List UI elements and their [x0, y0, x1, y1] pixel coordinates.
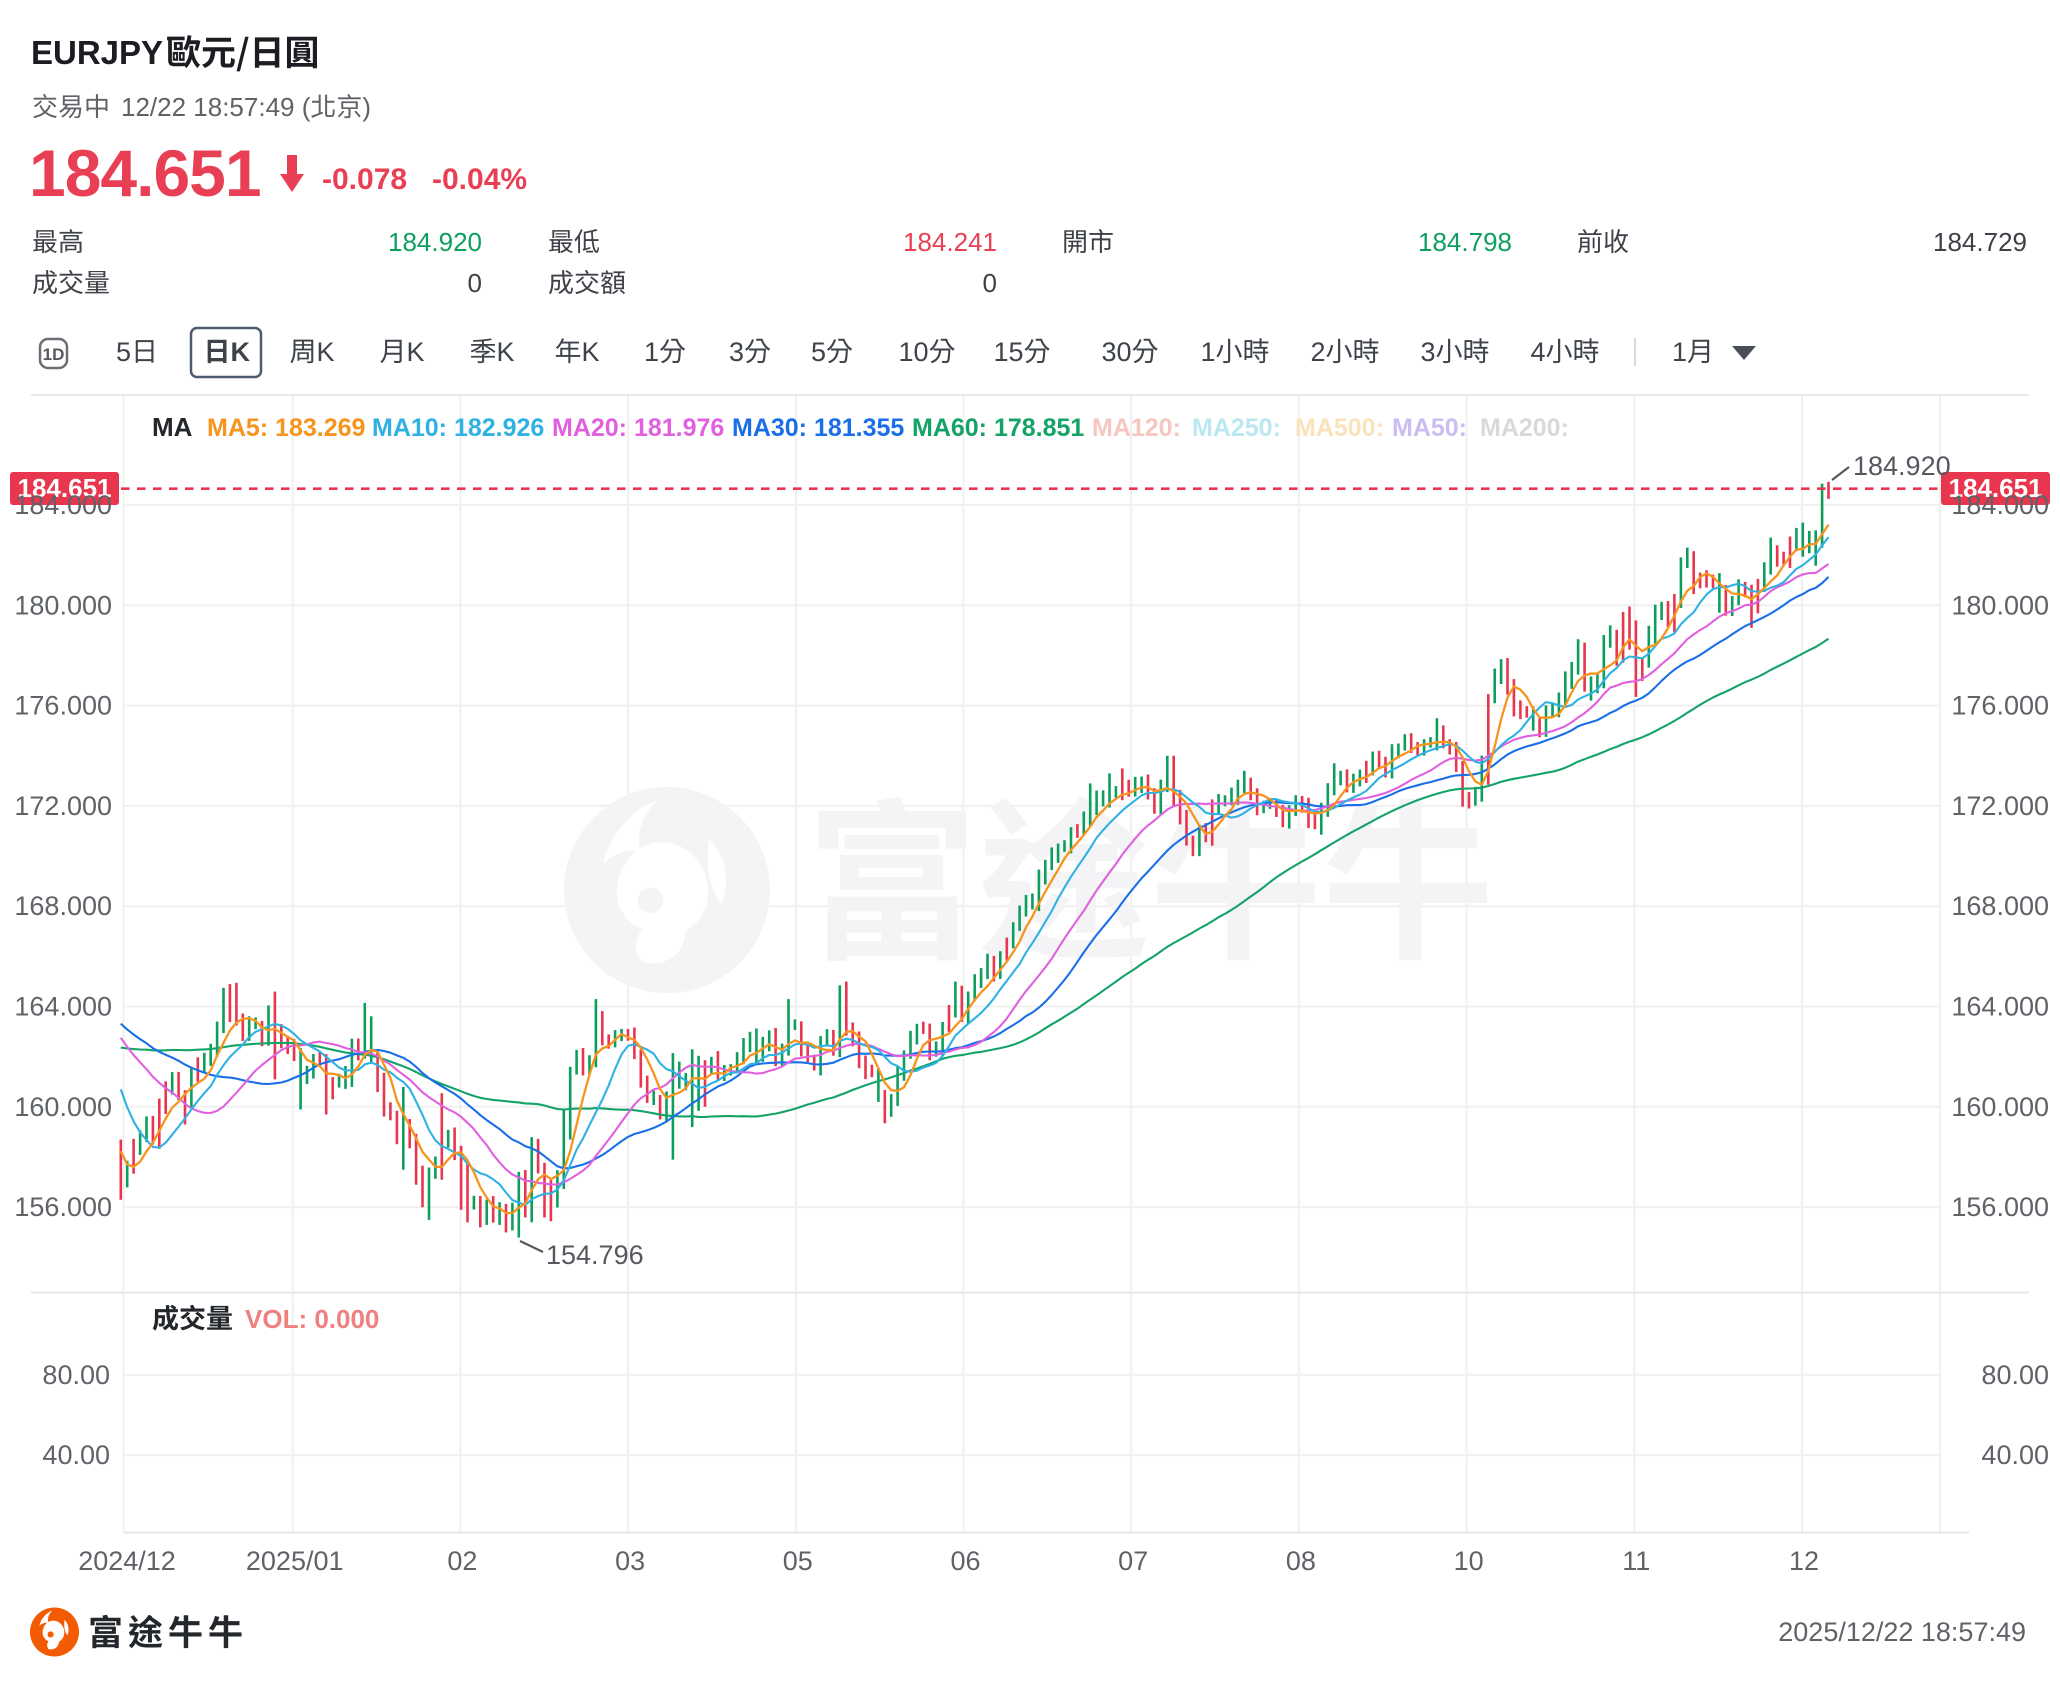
svg-text:10: 10 — [1454, 1546, 1484, 1576]
svg-text:10: 10 — [899, 337, 929, 367]
svg-text:0: 0 — [983, 268, 997, 298]
svg-text:02: 02 — [447, 1546, 477, 1576]
svg-text:4: 4 — [1531, 337, 1546, 367]
svg-text:184.651: 184.651 — [29, 136, 261, 210]
svg-text:184.000: 184.000 — [1951, 490, 2049, 520]
svg-text:184.241: 184.241 — [903, 227, 997, 257]
svg-text:184.798: 184.798 — [1418, 227, 1512, 257]
svg-text:K: K — [407, 337, 425, 367]
svg-text:15: 15 — [994, 337, 1024, 367]
svg-text:30: 30 — [1102, 337, 1132, 367]
svg-text:MA5: 183.269: MA5: 183.269 — [207, 414, 365, 442]
svg-text:MA500:: MA500: — [1295, 414, 1384, 442]
svg-text:40.00: 40.00 — [42, 1440, 110, 1470]
svg-text:-0.04%: -0.04% — [432, 163, 527, 196]
svg-text:12: 12 — [1789, 1546, 1819, 1576]
svg-text:06: 06 — [950, 1546, 980, 1576]
svg-text:2025/01: 2025/01 — [246, 1546, 344, 1576]
svg-text:154.796: 154.796 — [546, 1240, 644, 1270]
svg-text:07: 07 — [1118, 1546, 1148, 1576]
svg-text:EURJPY: EURJPY — [31, 34, 163, 71]
svg-text:40.00: 40.00 — [1981, 1440, 2049, 1470]
svg-text:180.000: 180.000 — [14, 590, 112, 620]
svg-text:VOL: 0.000: VOL: 0.000 — [245, 1304, 379, 1334]
svg-text:80.00: 80.00 — [42, 1360, 110, 1390]
svg-text:3: 3 — [1421, 337, 1436, 367]
svg-text:168.000: 168.000 — [1951, 891, 2049, 921]
svg-text:1: 1 — [644, 337, 659, 367]
svg-text:-0.078: -0.078 — [322, 163, 407, 196]
svg-text:80.00: 80.00 — [1981, 1360, 2049, 1390]
svg-text:0: 0 — [468, 268, 482, 298]
svg-text:MA60: 178.851: MA60: 178.851 — [912, 414, 1084, 442]
svg-text:MA30: 181.355: MA30: 181.355 — [732, 414, 904, 442]
svg-text:08: 08 — [1286, 1546, 1316, 1576]
svg-text:172.000: 172.000 — [1951, 791, 2049, 821]
svg-text:184.000: 184.000 — [14, 490, 112, 520]
svg-text:MA: MA — [152, 412, 193, 442]
svg-text:): ) — [362, 92, 371, 122]
svg-text:MA120:: MA120: — [1092, 414, 1181, 442]
svg-text:184.729: 184.729 — [1933, 227, 2027, 257]
svg-text:3: 3 — [729, 337, 744, 367]
svg-text:K: K — [497, 337, 515, 367]
svg-text:180.000: 180.000 — [1951, 590, 2049, 620]
svg-text:2: 2 — [1311, 337, 1326, 367]
svg-text:156.000: 156.000 — [1951, 1192, 2049, 1222]
svg-text:160.000: 160.000 — [1951, 1092, 2049, 1122]
svg-text:K: K — [231, 337, 251, 367]
svg-text:K: K — [582, 337, 600, 367]
svg-text:K: K — [317, 337, 335, 367]
svg-text:164.000: 164.000 — [1951, 992, 2049, 1022]
svg-text:05: 05 — [783, 1546, 813, 1576]
svg-text:1: 1 — [1201, 337, 1216, 367]
svg-text:184.920: 184.920 — [388, 227, 482, 257]
svg-text:168.000: 168.000 — [14, 891, 112, 921]
svg-text:12/22 18:57:49 (: 12/22 18:57:49 ( — [121, 92, 311, 122]
svg-text:176.000: 176.000 — [14, 691, 112, 721]
svg-text:11: 11 — [1622, 1546, 1650, 1576]
svg-text:5: 5 — [116, 337, 131, 367]
svg-text:1: 1 — [1672, 337, 1687, 367]
svg-text:176.000: 176.000 — [1951, 691, 2049, 721]
svg-text:MA250:: MA250: — [1192, 414, 1281, 442]
svg-text:156.000: 156.000 — [14, 1192, 112, 1222]
svg-text:2024/12: 2024/12 — [78, 1546, 176, 1576]
svg-text:03: 03 — [615, 1546, 645, 1576]
svg-text:184.920: 184.920 — [1853, 451, 1951, 481]
svg-text:184.651: 184.651 — [18, 473, 112, 503]
svg-text:MA20: 181.976: MA20: 181.976 — [552, 414, 724, 442]
svg-text:MA200:: MA200: — [1480, 414, 1569, 442]
svg-text:2025/12/22 18:57:49: 2025/12/22 18:57:49 — [1778, 1617, 2026, 1647]
svg-text:160.000: 160.000 — [14, 1092, 112, 1122]
svg-text:172.000: 172.000 — [14, 791, 112, 821]
svg-text:184.651: 184.651 — [1949, 473, 2043, 503]
svg-text:164.000: 164.000 — [14, 992, 112, 1022]
svg-text:1D: 1D — [43, 345, 65, 364]
svg-text:MA50:: MA50: — [1392, 414, 1467, 442]
svg-text:5: 5 — [811, 337, 826, 367]
svg-text:MA10: 182.926: MA10: 182.926 — [372, 414, 544, 442]
